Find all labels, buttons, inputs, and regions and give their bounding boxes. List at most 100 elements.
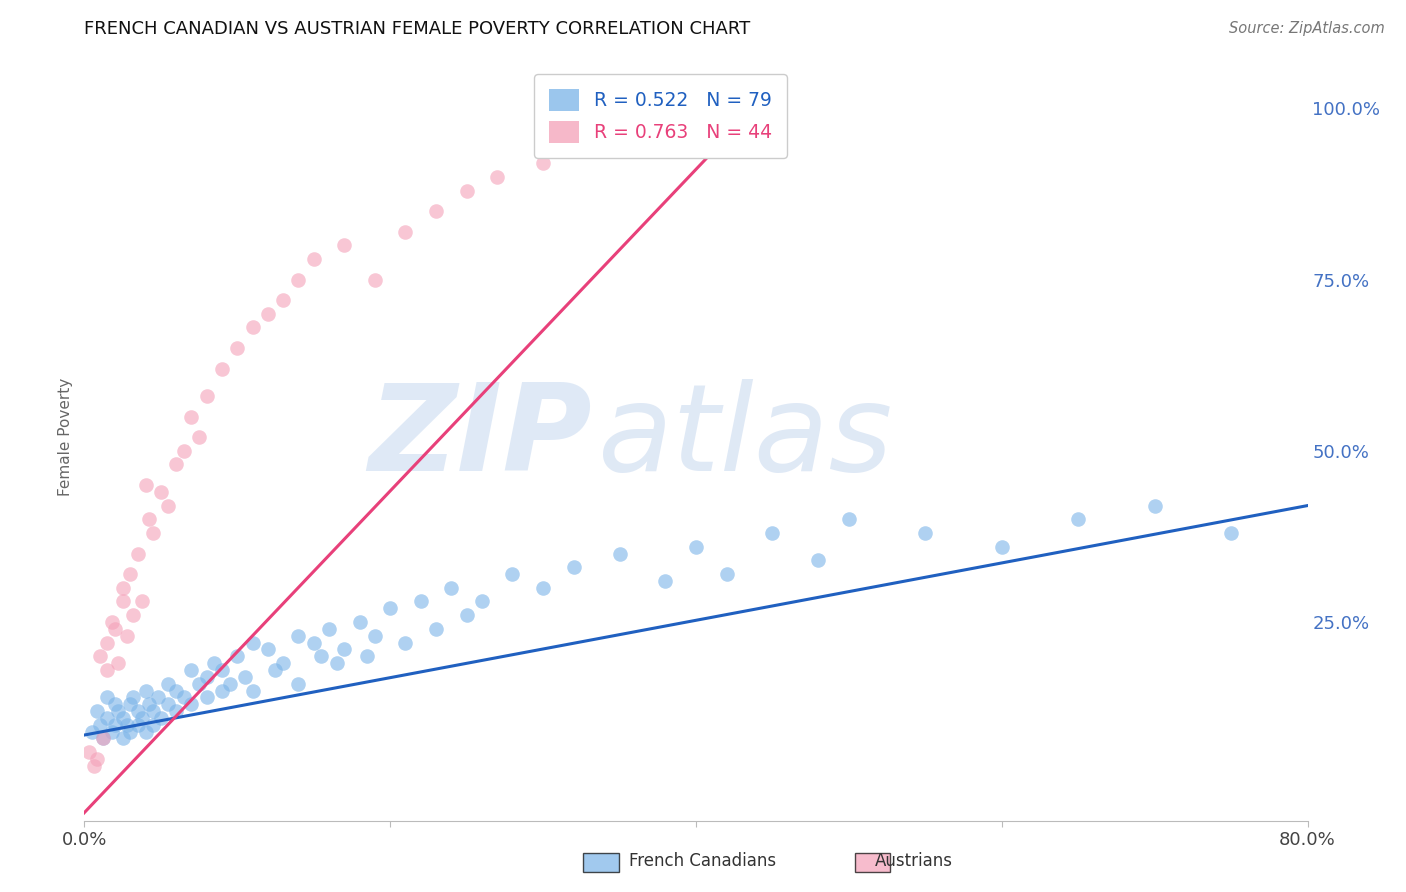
Point	[149, 484, 172, 499]
Point	[195, 670, 218, 684]
Point	[86, 752, 108, 766]
Text: Austrians: Austrians	[875, 852, 953, 870]
Point	[111, 594, 134, 608]
Point	[111, 581, 134, 595]
Point	[502, 567, 524, 582]
Point	[226, 649, 249, 664]
Point	[142, 717, 165, 731]
Point	[86, 704, 108, 718]
Text: Source: ZipAtlas.com: Source: ZipAtlas.com	[1229, 21, 1385, 36]
Point	[409, 594, 432, 608]
Point	[96, 663, 118, 677]
Point	[173, 443, 195, 458]
Point	[104, 697, 127, 711]
Legend: R = 0.522   N = 79, R = 0.763   N = 44: R = 0.522 N = 79, R = 0.763 N = 44	[534, 74, 787, 158]
Point	[165, 683, 187, 698]
Point	[115, 717, 138, 731]
Point	[91, 731, 114, 746]
Point	[425, 204, 447, 219]
Point	[195, 690, 218, 705]
Point	[195, 389, 218, 403]
Point	[107, 656, 129, 670]
Point	[302, 635, 325, 649]
Point	[578, 136, 600, 150]
Point	[425, 622, 447, 636]
Point	[271, 656, 294, 670]
Point	[356, 649, 378, 664]
Point	[685, 540, 707, 554]
Point	[120, 697, 142, 711]
Point	[1067, 512, 1090, 526]
Point	[104, 622, 127, 636]
Point	[180, 409, 202, 424]
Point	[654, 574, 676, 588]
Point	[122, 690, 145, 705]
Point	[624, 115, 647, 129]
Point	[531, 581, 554, 595]
Point	[287, 676, 309, 690]
Point	[456, 608, 478, 623]
Point	[107, 704, 129, 718]
Point	[242, 683, 264, 698]
Point	[180, 663, 202, 677]
Point	[111, 731, 134, 746]
Point	[111, 711, 134, 725]
Point	[188, 430, 211, 444]
Point	[380, 601, 402, 615]
Point	[486, 169, 509, 184]
Point	[211, 683, 233, 698]
Point	[89, 649, 111, 664]
Point	[991, 540, 1014, 554]
Point	[257, 307, 280, 321]
Point	[138, 697, 160, 711]
Point	[287, 629, 309, 643]
Point	[135, 683, 157, 698]
Point	[127, 547, 149, 561]
Point	[364, 629, 387, 643]
Text: French Canadians: French Canadians	[630, 852, 776, 870]
Point	[211, 361, 233, 376]
Point	[96, 690, 118, 705]
Point	[364, 272, 387, 286]
Point	[120, 724, 142, 739]
Point	[142, 526, 165, 541]
Text: FRENCH CANADIAN VS AUSTRIAN FEMALE POVERTY CORRELATION CHART: FRENCH CANADIAN VS AUSTRIAN FEMALE POVER…	[84, 21, 751, 38]
Point	[838, 512, 860, 526]
Point	[440, 581, 463, 595]
Point	[101, 724, 124, 739]
Point	[202, 656, 225, 670]
Point	[180, 697, 202, 711]
Point	[1220, 526, 1243, 541]
Point	[914, 526, 936, 541]
Point	[80, 724, 103, 739]
Point	[325, 656, 347, 670]
Point	[264, 663, 287, 677]
Point	[142, 704, 165, 718]
Point	[173, 690, 195, 705]
Point	[287, 272, 309, 286]
Point	[609, 547, 631, 561]
Point	[96, 635, 118, 649]
Point	[318, 622, 340, 636]
Point	[761, 526, 783, 541]
Point	[91, 731, 114, 746]
Point	[302, 252, 325, 266]
Text: ZIP: ZIP	[368, 378, 592, 496]
Point	[188, 676, 211, 690]
Point	[456, 184, 478, 198]
Point	[233, 670, 256, 684]
Point	[211, 663, 233, 677]
Point	[146, 690, 169, 705]
Point	[131, 711, 153, 725]
Point	[349, 615, 371, 629]
Point	[120, 567, 142, 582]
Point	[131, 594, 153, 608]
Point	[333, 238, 356, 252]
Point	[135, 724, 157, 739]
Point	[394, 225, 416, 239]
Point	[807, 553, 830, 567]
Point	[531, 156, 554, 170]
Point	[96, 711, 118, 725]
Point	[165, 704, 187, 718]
Point	[83, 759, 105, 773]
